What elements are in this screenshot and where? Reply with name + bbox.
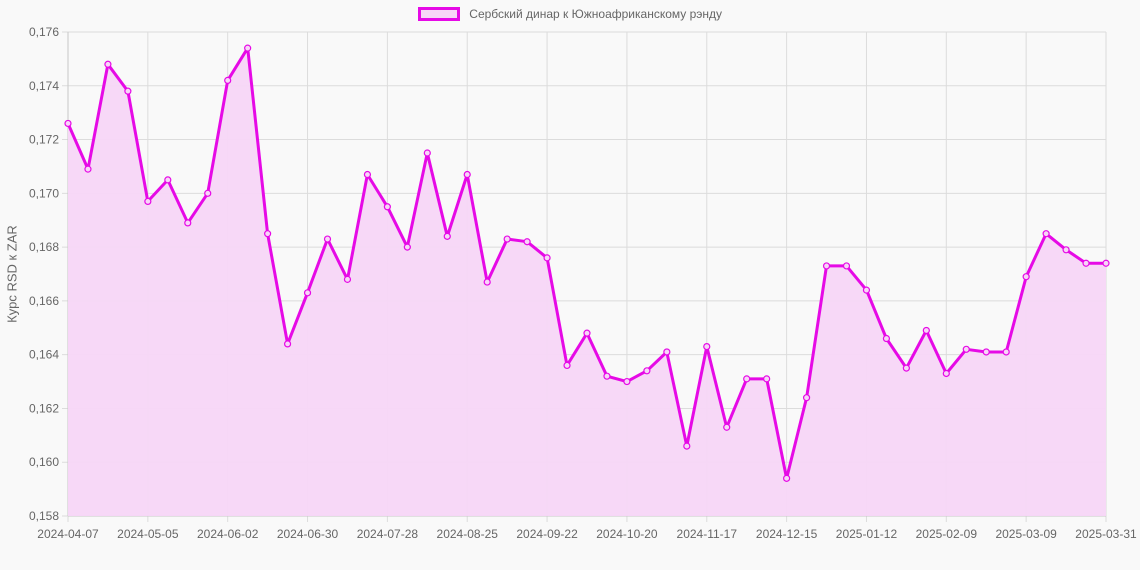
data-point[interactable] [603,372,611,380]
data-point[interactable] [802,394,811,402]
data-point[interactable] [623,377,631,386]
data-point[interactable] [683,442,691,450]
data-point[interactable] [1002,348,1010,356]
svg-text:2024-05-05: 2024-05-05 [117,527,179,541]
data-point[interactable] [443,232,451,240]
data-point[interactable] [743,375,751,383]
data-point[interactable] [483,278,491,286]
svg-text:2025-02-09: 2025-02-09 [916,527,978,541]
svg-text:2024-11-17: 2024-11-17 [677,527,738,541]
data-point[interactable] [523,238,531,246]
data-point[interactable] [543,254,551,262]
legend-swatch-icon [417,6,460,21]
data-point[interactable] [164,176,172,184]
svg-text:2024-06-30: 2024-06-30 [277,527,339,541]
data-point[interactable] [703,343,711,351]
data-point[interactable] [84,165,92,173]
data-point[interactable] [1102,259,1110,267]
svg-text:2025-03-31: 2025-03-31 [1075,527,1137,541]
svg-text:2024-10-20: 2024-10-20 [596,527,658,541]
svg-text:0,158: 0,158 [29,509,59,523]
data-point[interactable] [264,230,272,238]
data-point[interactable] [982,348,990,356]
data-point[interactable] [663,348,671,356]
data-point[interactable] [383,203,391,211]
data-point[interactable] [922,326,930,335]
data-point[interactable] [224,76,232,85]
data-point[interactable] [882,334,891,343]
legend[interactable]: Сербский динар к Южноафриканскому рэнду [0,6,1140,21]
data-point[interactable] [842,262,851,270]
data-point[interactable] [763,375,771,383]
legend-label: Сербский динар к Южноафриканскому рэнду [469,6,723,21]
svg-text:0,176: 0,176 [29,25,59,39]
svg-text:2024-06-02: 2024-06-02 [197,527,259,541]
data-point[interactable] [962,345,970,353]
svg-text:2024-04-07: 2024-04-07 [37,527,99,541]
data-points [64,44,1110,482]
data-point[interactable] [124,87,132,95]
data-point[interactable] [563,361,571,370]
svg-text:0,162: 0,162 [29,401,59,415]
data-point[interactable] [942,369,950,378]
svg-text:0,170: 0,170 [29,186,59,200]
data-point[interactable] [583,329,591,337]
data-point[interactable] [144,197,152,205]
svg-text:2024-08-25: 2024-08-25 [437,527,499,541]
data-point[interactable] [1022,273,1030,281]
svg-text:0,160: 0,160 [29,455,59,469]
svg-text:2024-07-28: 2024-07-28 [357,527,419,541]
data-point[interactable] [283,340,292,348]
data-point[interactable] [303,289,312,297]
data-point[interactable] [1082,259,1090,267]
svg-text:2024-09-22: 2024-09-22 [516,527,578,541]
svg-text:0,172: 0,172 [29,133,59,147]
data-point[interactable] [503,235,511,243]
y-axis-ticks: 0,158 0,160 0,162 0,164 0,166 0,168 0,170 0,172… [29,25,59,523]
data-point[interactable] [643,367,651,375]
y-axis-label: Курс RSD к ZAR [4,225,20,323]
svg-text:2024-12-15: 2024-12-15 [756,527,818,541]
x-axis-ticks: 2024-04-07 2024-05-05 2024-06-02 2024-06-30… [37,527,1137,541]
svg-text:2025-01-12: 2025-01-12 [836,527,898,541]
data-point[interactable] [64,119,72,128]
data-point[interactable] [204,189,212,197]
data-point[interactable] [463,170,471,179]
data-point[interactable] [363,170,372,179]
area-fill [68,48,1106,516]
svg-text:0,168: 0,168 [29,240,59,254]
data-point[interactable] [104,60,112,68]
data-point[interactable] [323,235,332,243]
data-point[interactable] [902,364,910,372]
data-point[interactable] [244,44,252,52]
data-point[interactable] [403,243,411,251]
data-point[interactable] [1062,246,1070,254]
svg-text:0,166: 0,166 [29,294,59,308]
data-point[interactable] [343,275,352,283]
svg-text:2025-03-09: 2025-03-09 [995,527,1057,541]
data-point[interactable] [862,286,871,294]
data-point[interactable] [1042,230,1050,238]
data-point[interactable] [423,149,431,157]
svg-text:0,164: 0,164 [29,348,59,362]
svg-text:0,174: 0,174 [29,79,59,93]
data-point[interactable] [723,423,731,431]
data-point[interactable] [184,219,192,227]
data-point[interactable] [822,262,831,270]
data-point[interactable] [783,474,791,482]
